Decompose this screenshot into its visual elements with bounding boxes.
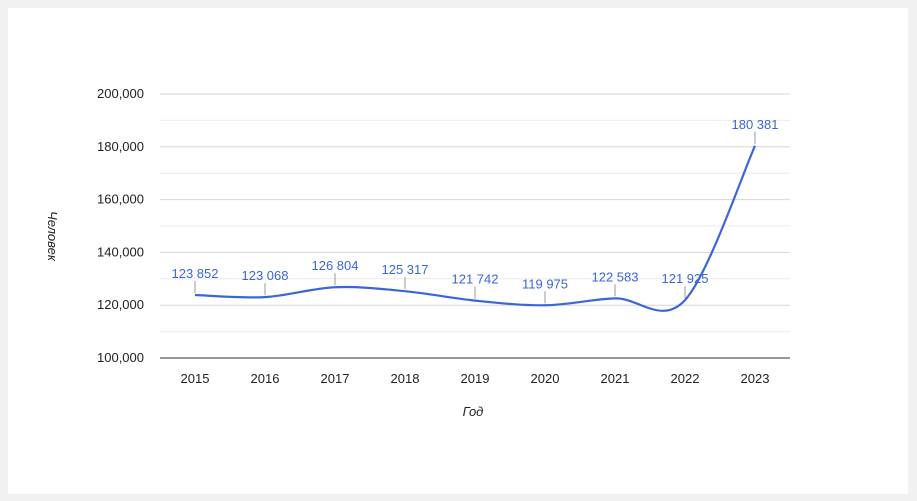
- chart-panel: 100,000 120,000 140,000 160,000 180,000 200,0…: [8, 8, 908, 494]
- x-tick-label: 2016: [251, 371, 280, 386]
- data-label: 123 068: [242, 268, 289, 283]
- x-tick-label: 2018: [391, 371, 420, 386]
- x-tick-label: 2015: [181, 371, 210, 386]
- grid-lines: [160, 93, 790, 359]
- data-label: 121 742: [452, 272, 499, 287]
- y-axis-title: Человек: [45, 211, 60, 262]
- x-tick-label: 2017: [321, 371, 350, 386]
- data-label: 121 925: [662, 271, 709, 286]
- x-tick-label: 2019: [461, 371, 490, 386]
- y-tick-label: 160,000: [97, 192, 144, 207]
- data-labels: 123 852 123 068 126 804 125 317 121 742 119 9…: [172, 117, 779, 304]
- series-group: [194, 145, 757, 312]
- y-tick-label: 200,000: [97, 86, 144, 101]
- x-tick-label: 2021: [601, 371, 630, 386]
- x-tick-label: 2020: [531, 371, 560, 386]
- data-label: 180 381: [732, 117, 779, 132]
- y-axis-ticks: 100,000 120,000 140,000 160,000 180,000 200,0…: [97, 86, 144, 365]
- data-label: 123 852: [172, 266, 219, 281]
- y-tick-label: 100,000: [97, 350, 144, 365]
- y-tick-label: 120,000: [97, 297, 144, 312]
- x-tick-label: 2023: [741, 371, 770, 386]
- series-line: [194, 145, 757, 312]
- line-chart: 100,000 120,000 140,000 160,000 180,000 200,0…: [45, 86, 790, 419]
- y-tick-label: 180,000: [97, 139, 144, 154]
- data-label: 119 975: [522, 276, 568, 291]
- x-tick-label: 2022: [671, 371, 700, 386]
- x-axis-title: Год: [463, 404, 484, 419]
- y-tick-label: 140,000: [97, 244, 144, 259]
- data-label: 122 583: [592, 269, 639, 284]
- data-label: 125 317: [382, 262, 429, 277]
- x-axis-ticks: 2015 2016 2017 2018 2019 2020 2021 2022 2023: [181, 371, 770, 386]
- data-label: 126 804: [312, 258, 359, 273]
